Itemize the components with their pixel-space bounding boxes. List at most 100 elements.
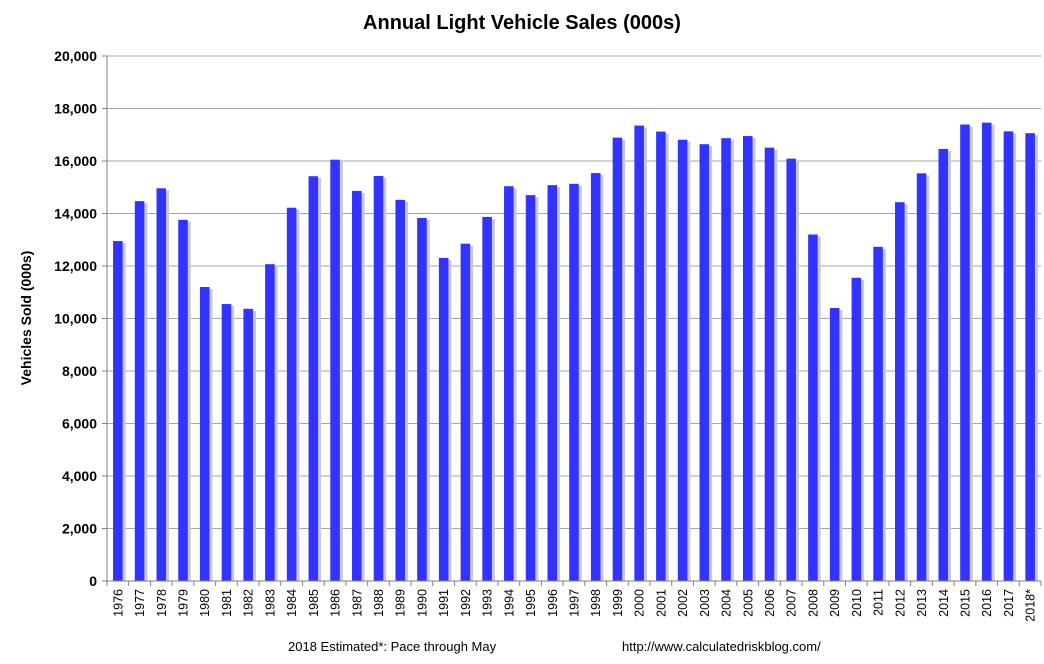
bar-1988	[373, 175, 384, 581]
x-tick-label: 1987	[350, 589, 364, 617]
x-tick-label: 1991	[437, 589, 451, 617]
x-tick-label: 1990	[415, 589, 429, 617]
y-axis-tick-labels: 0 2,000 4,000 6,000 8,000 10,000 12,000 14,000 1…	[54, 48, 97, 589]
y-tick-label: 20,000	[54, 48, 97, 64]
x-tick-label: 2007	[785, 589, 799, 617]
x-tick-label: 1986	[329, 589, 343, 617]
x-tick-label: 1995	[524, 589, 538, 617]
bar-2003	[699, 144, 710, 581]
bar-1995	[525, 195, 536, 581]
x-tick-label: 2004	[720, 589, 734, 617]
x-tick-label: 2000	[633, 589, 647, 617]
bar-2010	[851, 277, 862, 581]
bar-1979	[178, 219, 188, 582]
bar-1982	[243, 308, 253, 581]
x-tick-label: 2014	[937, 589, 951, 617]
bar-1983	[265, 264, 275, 581]
x-tick-label: 2013	[915, 589, 929, 617]
bar-2013	[916, 173, 927, 581]
y-tick-label: 8,000	[62, 363, 97, 379]
bar-2008	[808, 234, 818, 581]
x-tick-label: 1978	[155, 589, 169, 617]
bar-2012	[895, 202, 905, 581]
x-tick-label: 2015	[958, 589, 972, 617]
bar-1977	[134, 201, 145, 581]
x-tick-label: 1998	[589, 589, 603, 617]
bar-2005	[742, 136, 753, 581]
x-tick-label: 1993	[481, 589, 495, 617]
chart-title: Annual Light Vehicle Sales (000s)	[363, 12, 681, 34]
y-tick-label: 2,000	[62, 521, 97, 537]
x-tick-label: 1980	[198, 589, 212, 617]
bar-1996	[547, 185, 558, 581]
x-tick-label: 1976	[111, 589, 125, 617]
bar-2014	[938, 148, 949, 582]
x-tick-label: 1985	[307, 589, 321, 617]
bar-2007	[786, 158, 796, 581]
bar-1998	[590, 173, 601, 581]
bar-1990	[417, 217, 427, 581]
axes	[106, 56, 1042, 586]
x-tick-label: 2018*	[1024, 589, 1038, 622]
y-tick-label: 10,000	[54, 311, 97, 327]
bar-2000	[634, 125, 644, 581]
y-tick-label: 12,000	[54, 258, 97, 274]
bar-1978	[156, 188, 167, 582]
bar-1981	[221, 304, 232, 581]
x-tick-label: 2017	[1002, 589, 1016, 617]
x-tick-label: 2002	[676, 589, 690, 617]
x-tick-label: 1997	[568, 589, 582, 617]
y-tick-label: 4,000	[62, 468, 97, 484]
bar-1997	[569, 183, 579, 581]
bar-1986	[330, 159, 340, 581]
y-tick-label: 0	[89, 573, 97, 589]
x-tick-label: 1999	[611, 589, 625, 617]
x-tick-label: 1983	[263, 589, 277, 617]
bar-2002	[677, 139, 688, 582]
x-tick-label: 2003	[698, 589, 712, 617]
bar-1994	[504, 186, 514, 581]
x-tick-label: 2009	[828, 589, 842, 617]
bar-2018*	[1025, 133, 1035, 582]
bar-1984	[286, 207, 297, 581]
bar-1992	[460, 243, 471, 581]
x-tick-label: 1994	[502, 589, 516, 617]
y-axis-label: Vehicles Sold (000s)	[18, 251, 34, 386]
bar-1993	[482, 216, 492, 581]
source-url: http://www.calculatedriskblog.com/	[622, 639, 821, 654]
x-tick-label: 1982	[242, 589, 256, 617]
x-tick-label: 1979	[177, 589, 191, 617]
x-tick-label: 1988	[372, 589, 386, 617]
bar-1989	[395, 199, 406, 581]
bar-2016	[981, 122, 992, 582]
x-tick-label: 1992	[459, 589, 473, 617]
bar-1999	[612, 137, 623, 581]
bar-2009	[829, 308, 840, 581]
x-axis-tick-labels: 1976 1977 1978 1979 1980 1981 1982 1983 1984 1985…	[111, 589, 1037, 622]
x-tick-label: 1989	[394, 589, 408, 617]
footnote: 2018 Estimated*: Pace through May	[288, 639, 497, 654]
x-tick-label: 1977	[133, 589, 147, 617]
y-tick-label: 6,000	[62, 416, 97, 432]
x-tick-label: 2016	[980, 589, 994, 617]
bar-2001	[656, 131, 666, 581]
x-tick-label: 2011	[872, 589, 886, 616]
x-tick-label: 1984	[285, 589, 299, 617]
bar-2006	[764, 147, 775, 582]
x-tick-label: 1981	[220, 589, 234, 617]
bar-1980	[199, 287, 210, 581]
y-tick-label: 16,000	[54, 153, 97, 169]
y-tick-label: 18,000	[54, 101, 97, 117]
bar-2011	[873, 246, 883, 581]
x-tick-label: 2008	[806, 589, 820, 617]
x-tick-label: 2005	[741, 589, 755, 617]
bar-2017	[1003, 131, 1014, 581]
bar-2015	[960, 124, 970, 581]
x-tick-label: 2010	[850, 589, 864, 617]
bar-1991	[438, 257, 449, 581]
bar-1976	[113, 241, 123, 581]
x-tick-label: 1996	[546, 589, 560, 617]
bars	[113, 122, 1038, 582]
x-tick-label: 2012	[893, 589, 907, 617]
